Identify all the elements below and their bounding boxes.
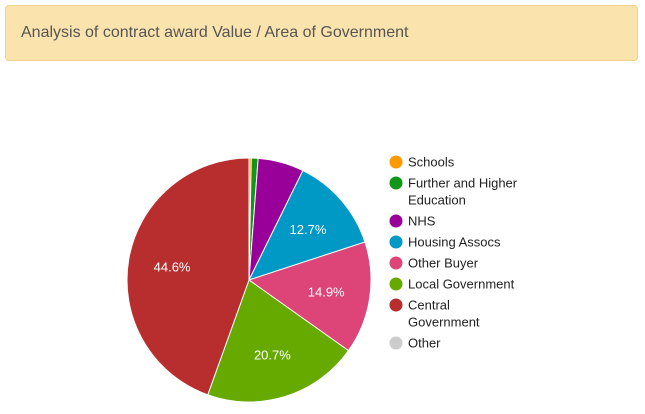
data-label-central-government: 44.6%: [154, 260, 191, 275]
legend-label-other-buyer: Other Buyer: [408, 256, 479, 271]
legend-item-other-buyer[interactable]: Other Buyer: [389, 256, 479, 271]
legend-item-other[interactable]: Other: [389, 336, 442, 351]
pie-chart: 12.7% 14.9% 20.7% 44.6% Schools Further and …: [126, 155, 518, 403]
chart-container: 12.7% 14.9% 20.7% 44.6% Schools Further and …: [0, 62, 645, 409]
legend-swatch-schools: [389, 155, 403, 169]
legend-label-nhs: NHS: [408, 214, 436, 229]
legend-item-further-and-higher-education[interactable]: Further and Higher Education: [389, 176, 518, 208]
pie-slices: [126, 157, 372, 403]
panel-title: Analysis of contract award Value / Area …: [21, 24, 409, 41]
legend-swatch-central-government: [389, 298, 403, 312]
legend-item-housing-assocs[interactable]: Housing Assocs: [389, 235, 501, 250]
legend-swatch-further-and-higher-education: [389, 176, 403, 190]
panel-heading: Analysis of contract award Value / Area …: [5, 5, 638, 61]
legend-label-central-government: Central Government: [408, 298, 480, 330]
legend-label-housing-assocs: Housing Assocs: [408, 235, 501, 250]
legend-item-schools[interactable]: Schools: [389, 155, 455, 170]
pie-slice-housing-assocs[interactable]: [248, 169, 366, 281]
legend-swatch-other-buyer: [389, 256, 403, 270]
legend-item-central-government[interactable]: Central Government: [389, 298, 480, 330]
legend-item-nhs[interactable]: NHS: [389, 214, 436, 229]
pie-slice-central-government[interactable]: [126, 157, 250, 396]
legend-label-other: Other: [408, 336, 441, 351]
data-label-other-buyer: 14.9%: [308, 285, 345, 300]
pie-data-labels: 12.7% 14.9% 20.7% 44.6%: [154, 222, 345, 363]
legend-label-local-government: Local Government: [408, 277, 515, 292]
data-label-local-government: 20.7%: [254, 347, 291, 362]
legend-swatch-other: [389, 336, 403, 350]
pie-slice-local-government[interactable]: [207, 279, 350, 403]
legend-item-local-government[interactable]: Local Government: [389, 277, 515, 292]
pie-slice-other-buyer[interactable]: [247, 241, 372, 352]
legend-label-further-and-higher-education: Further and Higher Education: [408, 176, 518, 208]
data-label-housing-assocs: 12.7%: [290, 222, 327, 237]
legend-swatch-housing-assocs: [389, 235, 403, 249]
legend-label-schools: Schools: [408, 155, 455, 170]
legend-swatch-nhs: [389, 214, 403, 228]
chart-legend: Schools Further and Higher Education NHS Hou…: [389, 155, 518, 351]
legend-swatch-local-government: [389, 277, 403, 291]
